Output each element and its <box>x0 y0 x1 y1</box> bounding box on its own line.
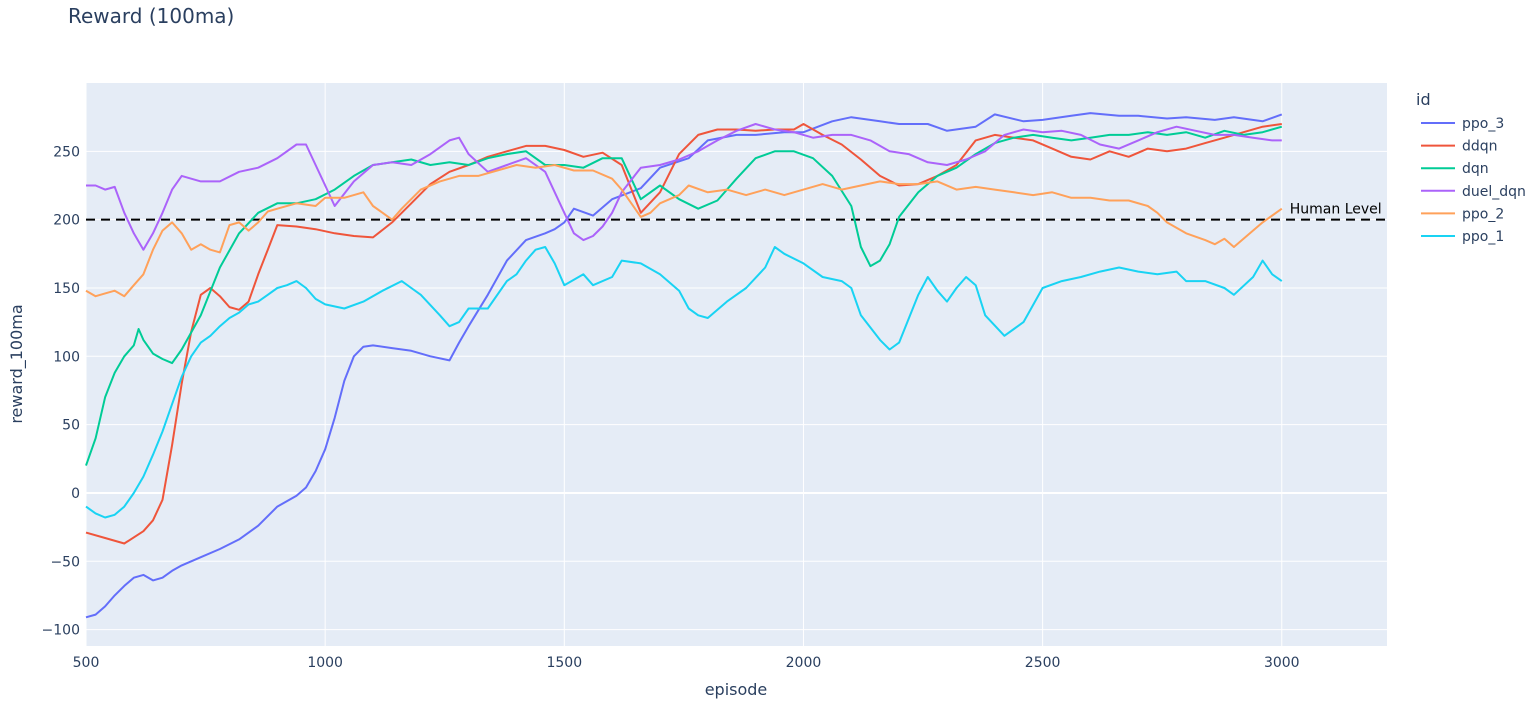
x-tick-label: 1500 <box>546 655 582 671</box>
y-tick-label: 50 <box>62 418 80 434</box>
x-tick-label: 1000 <box>307 655 343 671</box>
y-axis-tick-labels: −100 −50 0 50 100 150 200 250 <box>42 144 80 638</box>
legend-label: duel_dqn <box>1462 184 1526 200</box>
x-axis-tick-labels: 500 1000 1500 2000 2500 3000 <box>73 655 1300 671</box>
plot-area <box>86 83 1387 646</box>
y-tick-label: 200 <box>53 213 80 229</box>
y-tick-label: 0 <box>71 486 80 502</box>
legend-label: ppo_1 <box>1462 229 1504 245</box>
series-line-duel-dqn <box>86 123 1282 251</box>
legend-label: ddqn <box>1462 139 1498 155</box>
x-tick-label: 500 <box>73 655 100 671</box>
y-tick-label: 150 <box>53 281 80 297</box>
series-line-ddqn <box>85 123 1282 545</box>
series-line-ppo-2 <box>85 164 1283 298</box>
y-axis-title: reward_100ma <box>7 304 27 423</box>
x-tick-label: 2000 <box>786 655 822 671</box>
series-line-ppo-3 <box>85 112 1283 619</box>
human-level-label: Human Level <box>1290 202 1382 218</box>
y-tick-label: 250 <box>53 144 80 160</box>
legend-label: ppo_2 <box>1462 206 1504 222</box>
y-tick-label: −100 <box>42 623 80 639</box>
y-tick-label: 100 <box>53 349 80 365</box>
series-line-dqn <box>85 125 1283 466</box>
y-tick-label: −50 <box>50 554 80 570</box>
legend-label: ppo_3 <box>1462 116 1504 132</box>
series-line-ppo-1 <box>85 246 1283 519</box>
legend-label: dqn <box>1462 161 1489 177</box>
legend-title: id <box>1416 90 1431 109</box>
x-tick-label: 2500 <box>1025 655 1061 671</box>
human-level-reference: Human Level <box>86 202 1387 221</box>
series-lines <box>85 112 1283 619</box>
chart-title: Reward (100ma) <box>68 4 234 28</box>
x-tick-label: 3000 <box>1264 655 1300 671</box>
x-axis-title: episode <box>705 680 768 699</box>
